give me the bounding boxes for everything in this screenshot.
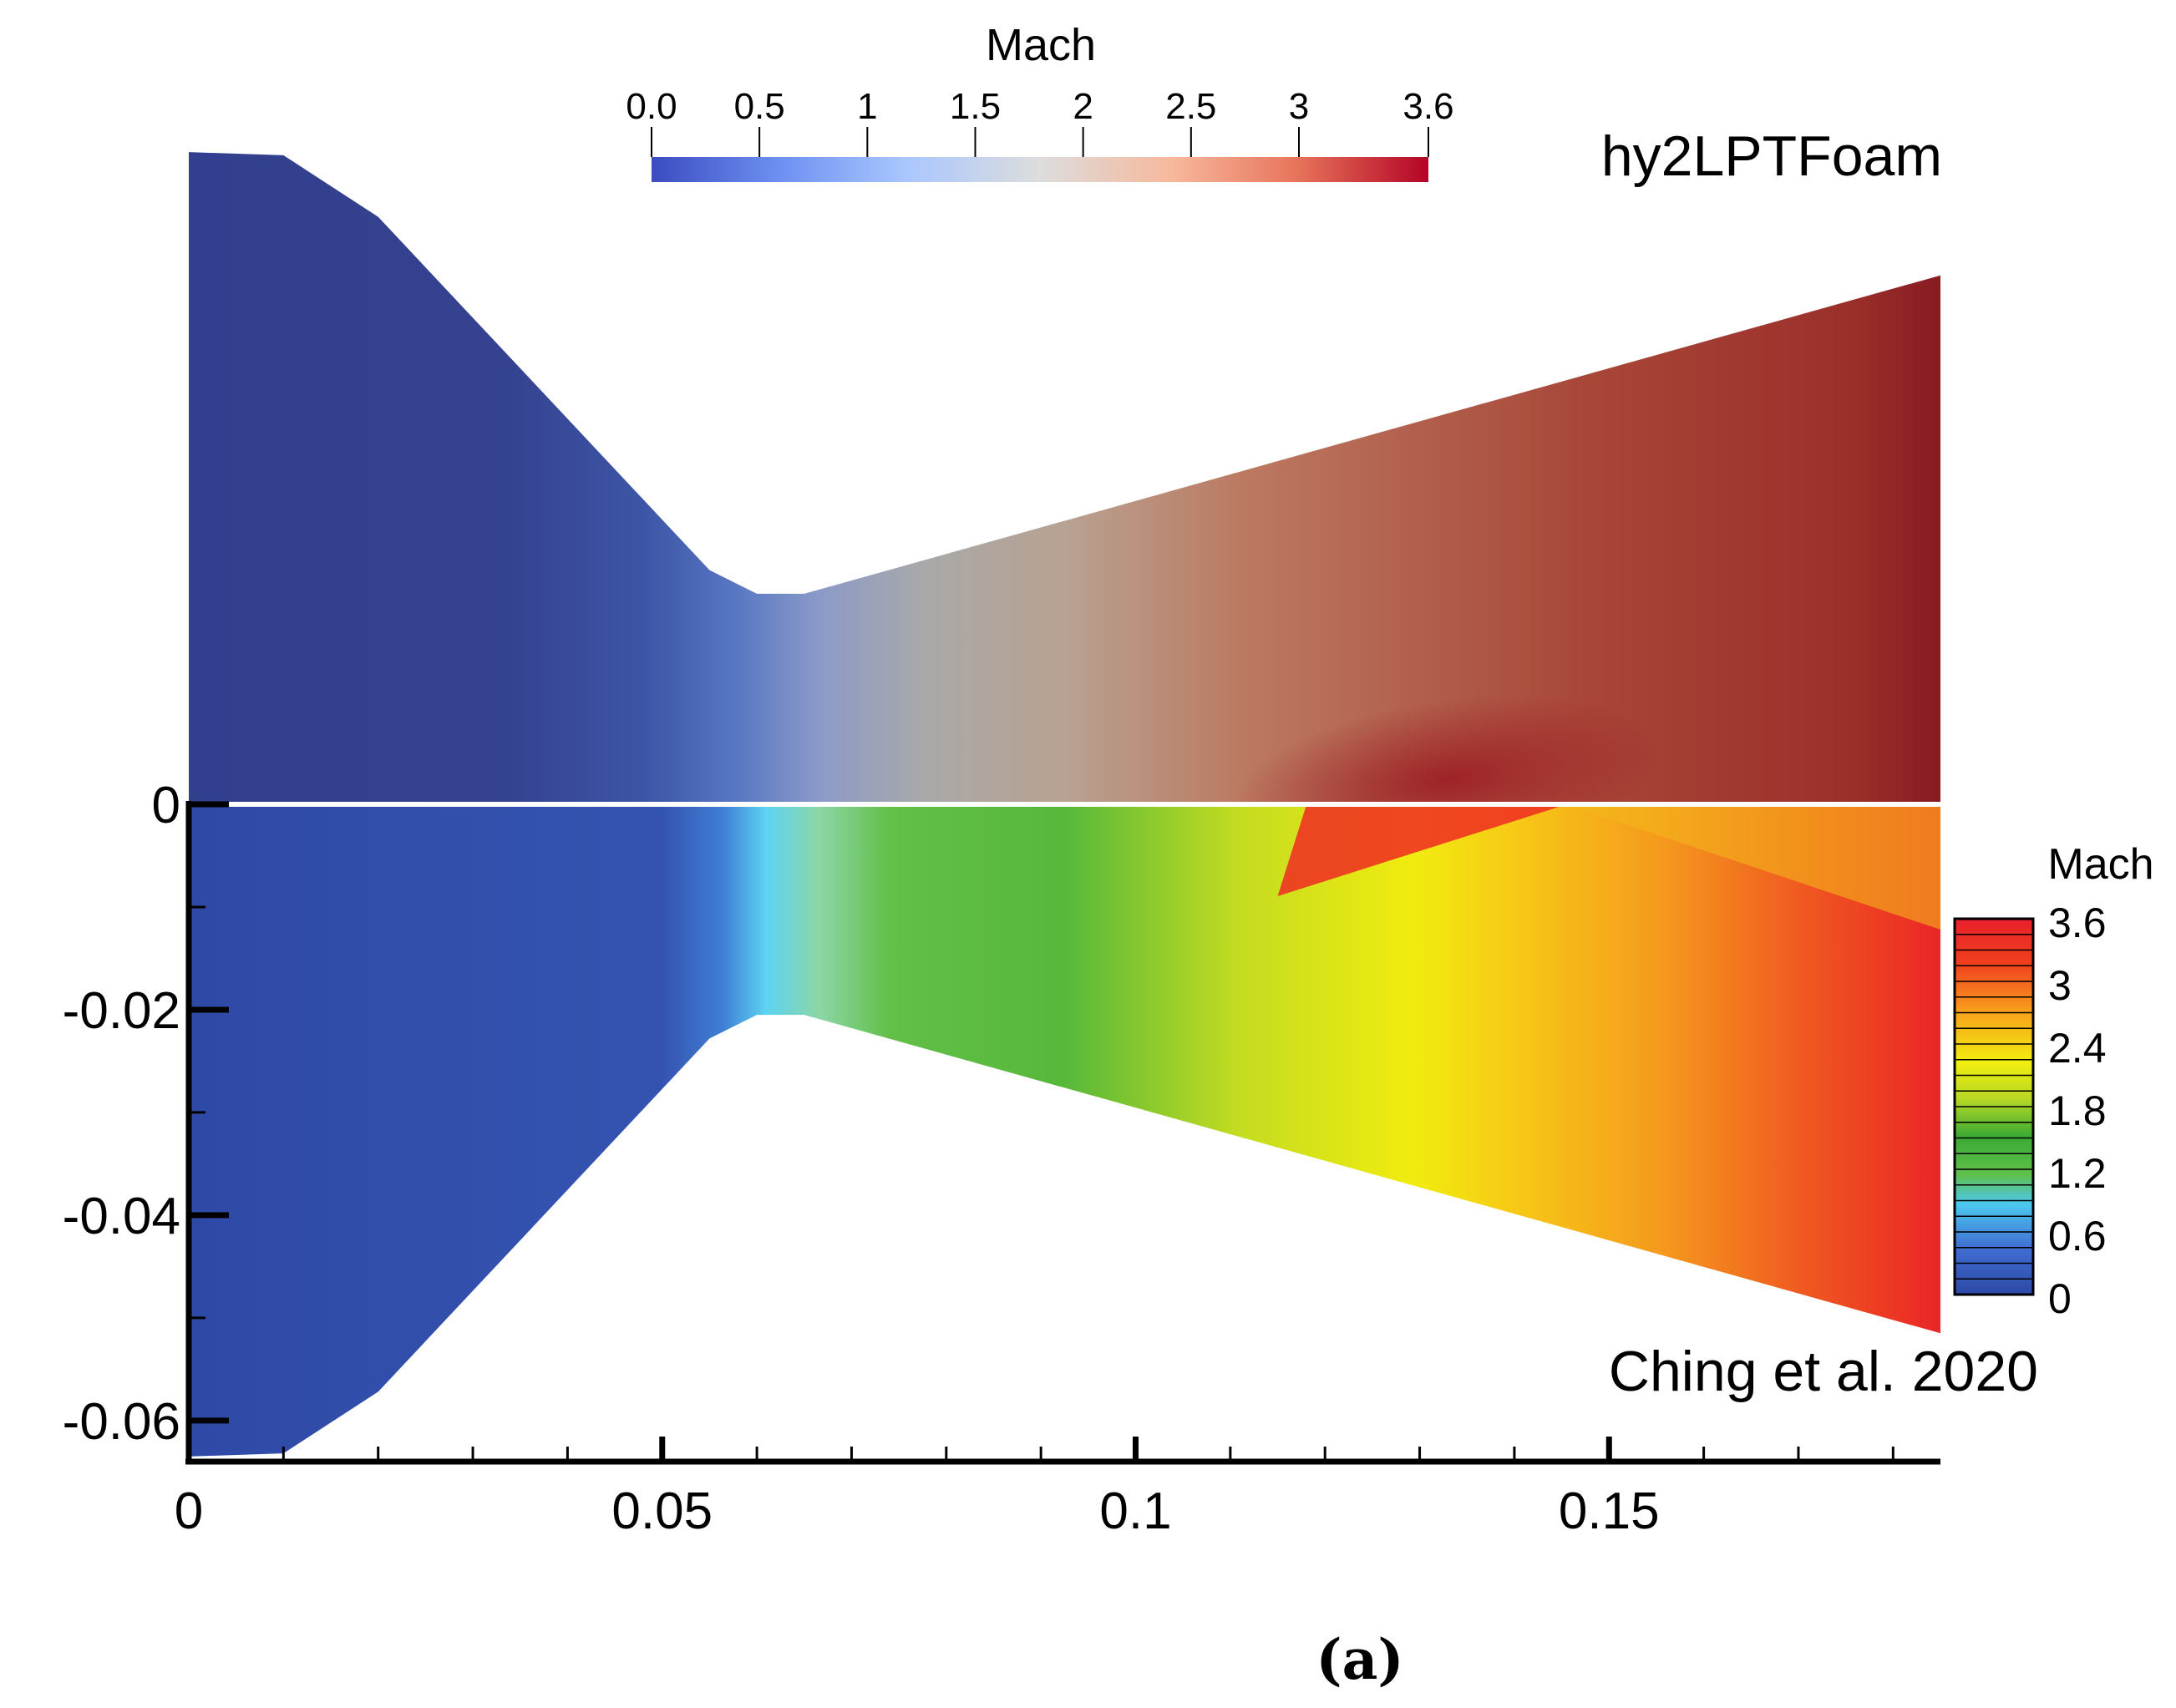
vcbar-tick-label: 2.4: [2048, 1025, 2107, 1072]
ching-expansion-region: [1570, 806, 1940, 930]
axes: [185, 801, 1940, 1465]
vcbar-tick-label: 0.6: [2048, 1213, 2107, 1259]
vcbar-tick-label: 3.6: [2048, 900, 2107, 946]
y-tick-label: 0: [152, 777, 180, 834]
ching-shock-region: [1277, 806, 1562, 896]
hy2lptfoam-panel: [189, 152, 1940, 804]
y-tick-label: -0.02: [63, 982, 180, 1040]
hcbar-tick-label: 1: [857, 86, 877, 127]
vcbar-tick-label: 3: [2048, 962, 2072, 1009]
x-tick-label: 0: [175, 1482, 203, 1540]
hcbar-tick-label: 2.5: [1165, 86, 1216, 127]
hy2lptfoam-mach-field: [189, 152, 1940, 804]
hcbar-tick-label: 1.5: [950, 86, 1001, 127]
x-tick-label: 0.05: [611, 1482, 713, 1540]
hcbar-tick-label: 3: [1289, 86, 1309, 127]
panel-label: (a): [1316, 1627, 1403, 1692]
hy2lptfoam-colorbar-gradient: [652, 157, 1428, 182]
y-tick-label: -0.06: [63, 1393, 180, 1451]
ching-mach-field: [189, 804, 1940, 1457]
hy2lptfoam-label: hy2LPTFoam: [1601, 124, 1942, 188]
y-tick-labels: 0 -0.02 -0.04 -0.06: [63, 777, 180, 1451]
hcbar-tick-label: 0.0: [626, 86, 677, 127]
hcbar-tick-label: 3.6: [1402, 86, 1453, 127]
hy2lptfoam-shock-region: [1232, 695, 1664, 804]
ching-colorbar-title: Mach: [2047, 840, 2153, 889]
hcbar-tick-label: 0.5: [734, 86, 785, 127]
vcbar-tick-label: 1.2: [2048, 1150, 2107, 1197]
ching-panel: [189, 804, 1940, 1457]
ching-label: Ching et al. 2020: [1609, 1340, 2038, 1403]
hy2lptfoam-colorbar-title: Mach: [986, 20, 1096, 70]
x-tick-label: 0.15: [1559, 1482, 1660, 1540]
vcbar-tick-label: 0: [2048, 1275, 2072, 1322]
x-tick-label: 0.1: [1099, 1482, 1171, 1540]
y-tick-label: -0.04: [63, 1188, 180, 1245]
vcbar-tick-label: 1.8: [2048, 1087, 2107, 1134]
ching-colorbar: Mach 3.6 3 2.4 1.8 1.2 0.6 0: [1953, 840, 2154, 1322]
hy2lptfoam-colorbar: Mach 0.0 0.5 1 1.5 2 2.5 3 3.6: [626, 20, 1454, 182]
hcbar-tick-label: 2: [1073, 86, 1093, 127]
x-tick-labels: 0 0.05 0.1 0.15: [175, 1482, 1660, 1540]
